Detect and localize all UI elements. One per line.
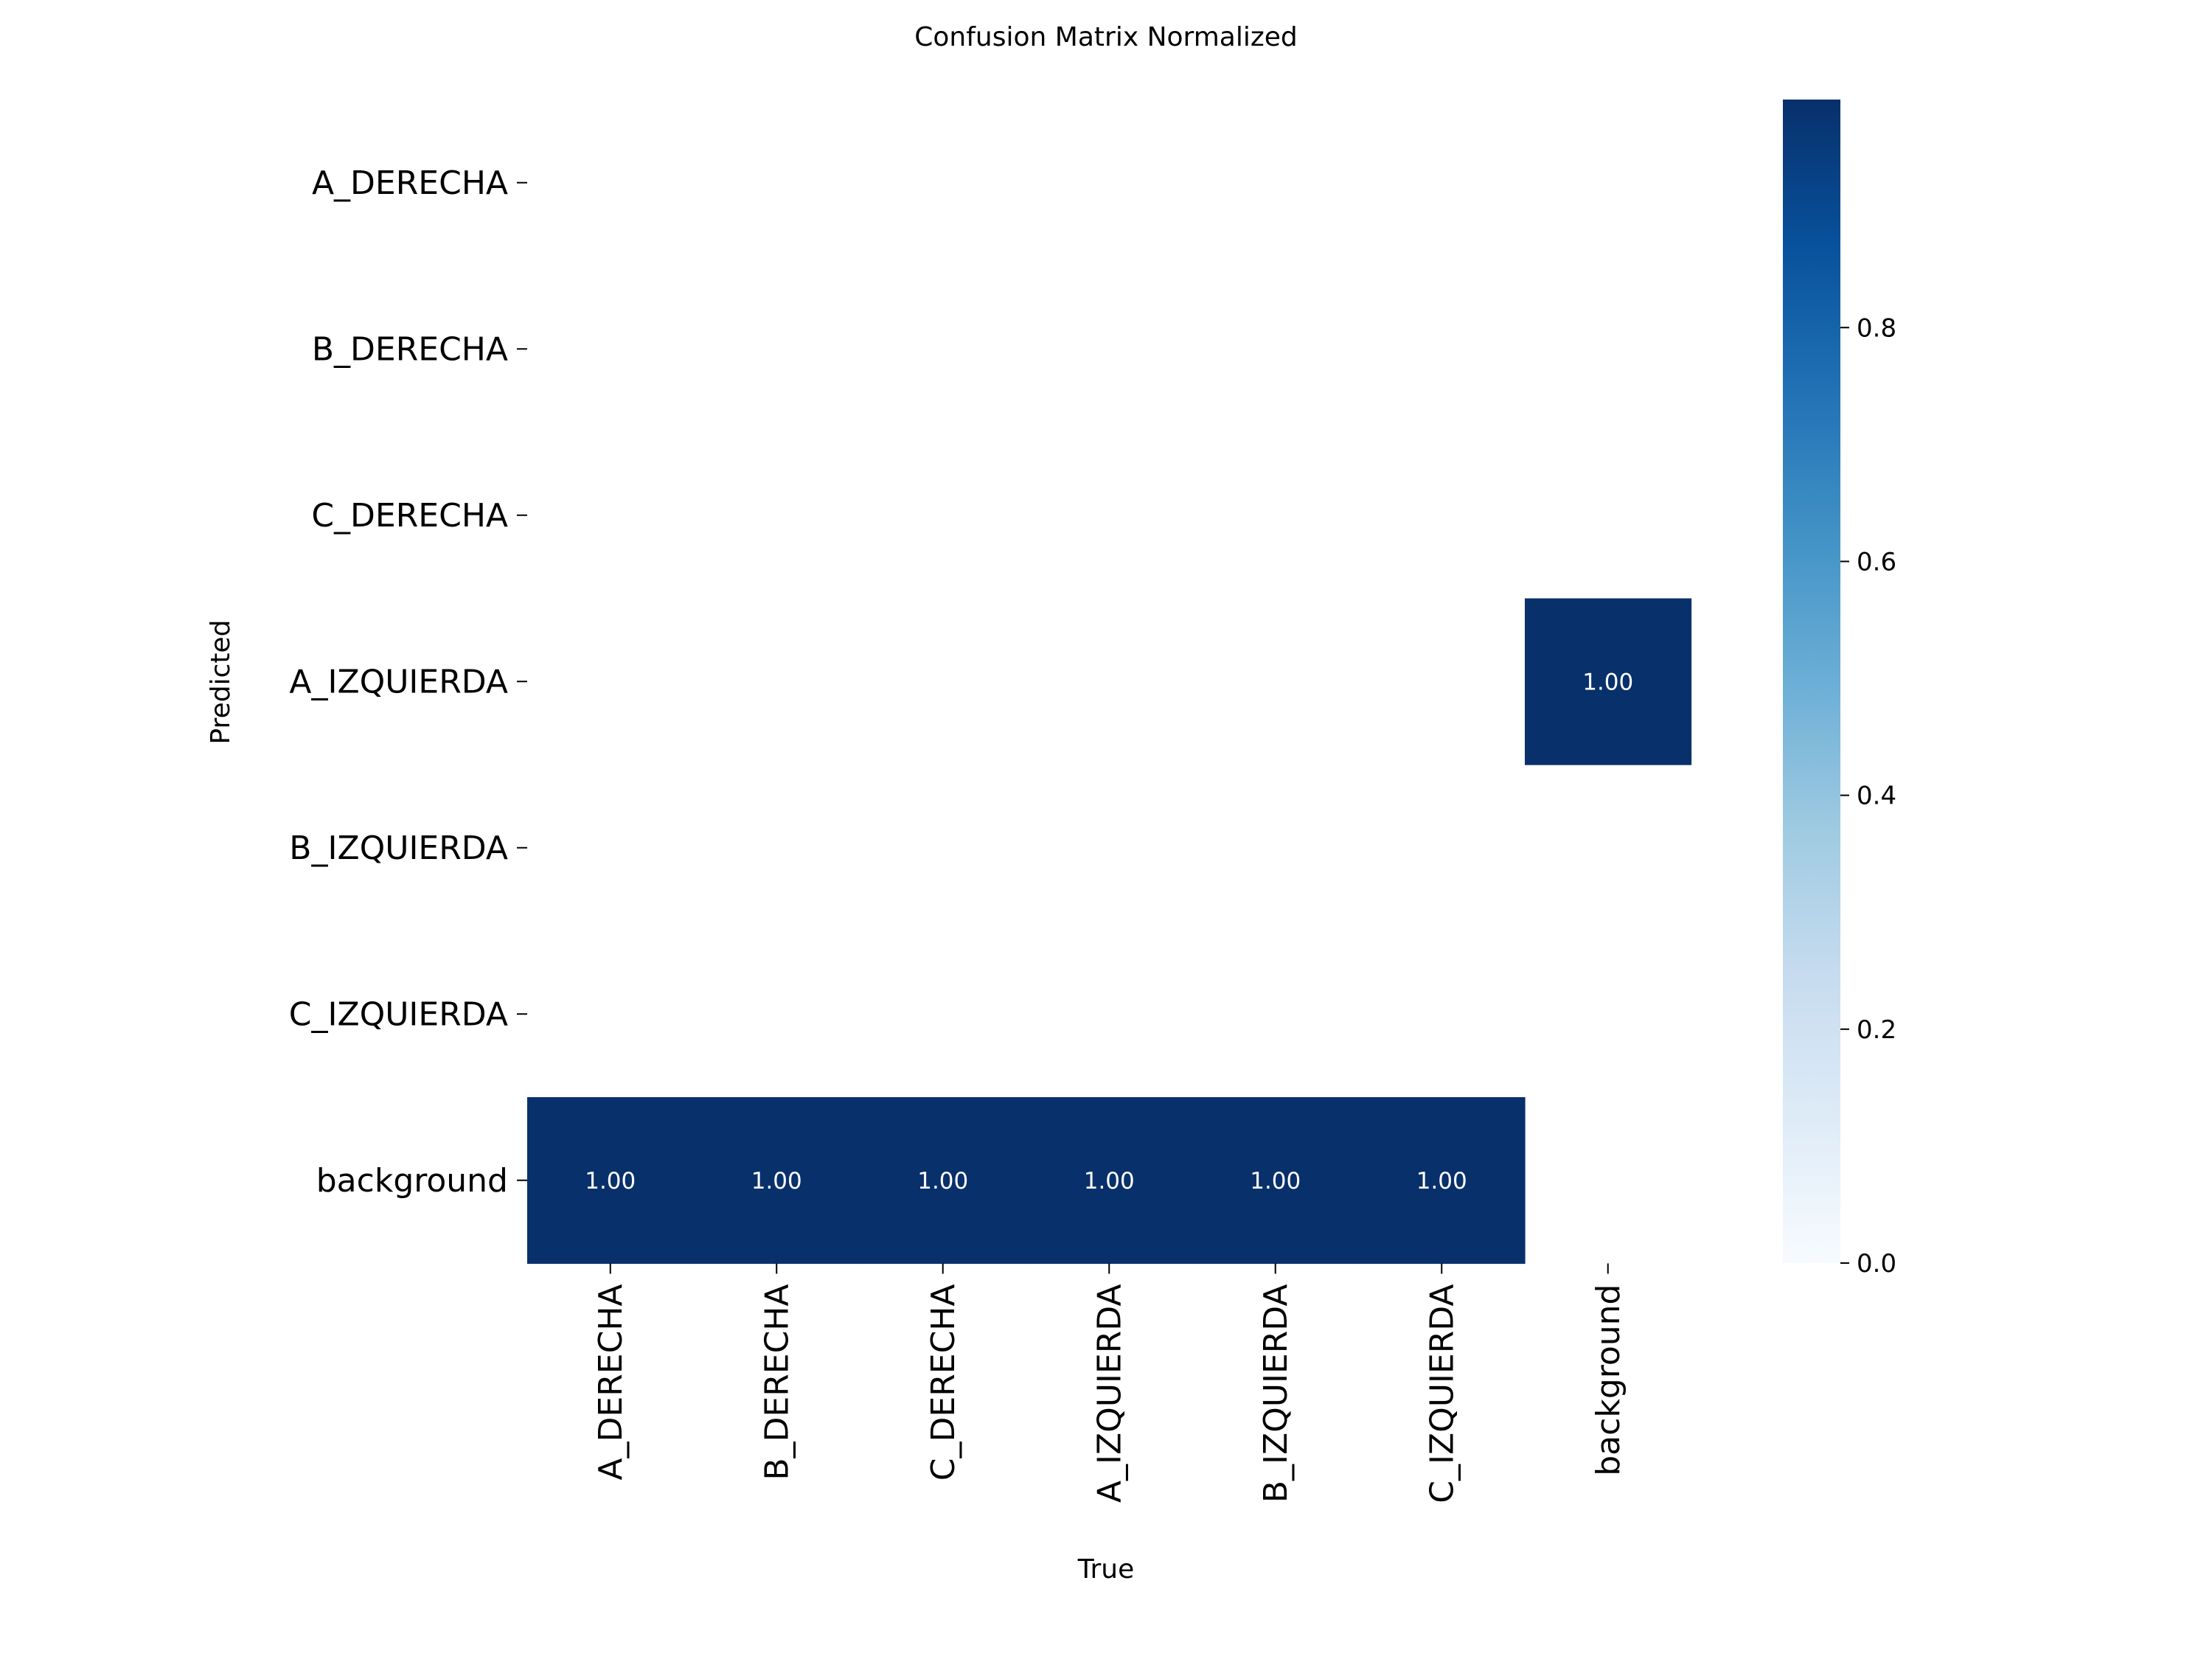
y-tick-label: A_DERECHA (312, 164, 508, 202)
heatmap-cells: 1.00 1.00 1.00 1.00 1.00 1.00 1.00 (527, 598, 1692, 1265)
y-tick-label: B_DERECHA (312, 330, 508, 368)
cell-value-label: 1.00 (917, 1168, 968, 1194)
y-axis-label: Predicted (206, 620, 236, 745)
heatmap-cell (1026, 1097, 1193, 1265)
cell-value-label: 1.00 (585, 1168, 636, 1194)
cell-value-label: 1.00 (1084, 1168, 1135, 1194)
x-tick-label: B_IZQUIERDA (1257, 1284, 1295, 1503)
x-tick-label: B_DERECHA (758, 1284, 796, 1481)
y-tick-label: A_IZQUIERDA (289, 663, 508, 700)
x-tick-label: A_DERECHA (592, 1284, 630, 1481)
x-axis-label: True (1077, 1554, 1134, 1585)
x-tick-label: C_IZQUIERDA (1423, 1284, 1461, 1503)
colorbar-tick-label: 0.0 (1857, 1249, 1896, 1279)
y-tick-label: C_IZQUIERDA (289, 995, 508, 1033)
x-tick-label: C_DERECHA (925, 1284, 962, 1481)
y-axis: A_DERECHA B_DERECHA C_DERECHA A_IZQUIERDA B_… (289, 164, 527, 1200)
heatmap-cell (527, 1097, 695, 1265)
x-tick-label: A_IZQUIERDA (1091, 1284, 1128, 1503)
colorbar-tick-label: 0.2 (1857, 1015, 1896, 1045)
heatmap-cell (860, 1097, 1027, 1265)
colorbar: 0.0 0.2 0.4 0.6 0.8 (1783, 100, 1896, 1279)
y-tick-label: background (316, 1162, 508, 1200)
x-tick-label: background (1590, 1284, 1627, 1476)
heatmap-cell (693, 1097, 860, 1265)
x-axis: A_DERECHA B_DERECHA C_DERECHA A_IZQUIERDA B_… (592, 1263, 1627, 1503)
cell-value-label: 1.00 (751, 1168, 802, 1194)
cell-value-label: 1.00 (1416, 1168, 1467, 1194)
chart-title: Confusion Matrix Normalized (914, 22, 1297, 52)
colorbar-tick-label: 0.8 (1857, 313, 1896, 343)
y-tick-label: C_DERECHA (311, 497, 508, 535)
heatmap-cell (1525, 598, 1692, 765)
heatmap-cell (1192, 1097, 1360, 1265)
cell-value-label: 1.00 (1582, 669, 1633, 695)
colorbar-gradient (1783, 100, 1840, 1263)
colorbar-tick-label: 0.6 (1857, 547, 1896, 577)
cell-value-label: 1.00 (1250, 1168, 1301, 1194)
heatmap-cell (1358, 1097, 1526, 1265)
y-tick-label: B_IZQUIERDA (289, 830, 508, 867)
colorbar-tick-label: 0.4 (1857, 782, 1896, 811)
